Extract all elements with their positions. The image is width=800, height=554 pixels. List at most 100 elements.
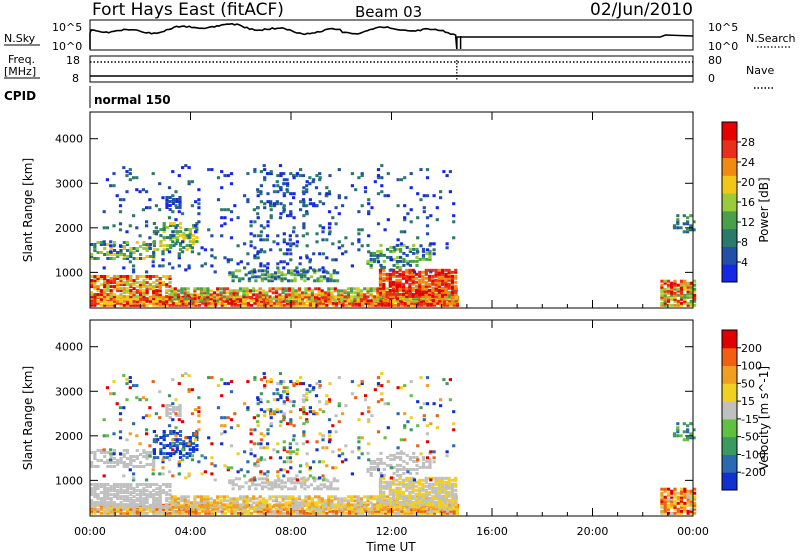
velocity-cell [269,509,273,513]
power-cell [259,230,263,234]
power-cell [90,283,94,287]
power-cell [292,216,296,220]
power-cell [106,257,110,260]
power-cell [323,295,328,299]
power-cell [686,220,690,224]
power-cell [452,301,456,305]
velocity-cell [139,505,143,509]
velocity-cell [169,446,173,450]
power-cell [315,174,319,178]
velocity-cell [374,511,378,515]
velocity-cell [109,455,113,458]
power-cell [406,303,410,307]
velocity-cell [222,499,226,503]
velocity-cell [388,490,392,494]
power-cell [265,270,270,274]
velocity-cell [246,406,250,410]
power-cell [248,289,252,293]
power-cell [421,284,425,288]
velocity-cell [679,501,684,505]
velocity-cell [286,390,290,394]
power-cell [432,194,436,198]
power-cell [429,299,433,303]
velocity-cell [264,477,268,481]
power-cell [376,222,381,226]
velocity-cell [112,380,116,384]
velocity-cell [397,509,401,513]
velocity-cell [268,505,272,509]
power-cell [454,280,458,284]
velocity-cell [155,497,159,501]
velocity-cell [186,507,190,511]
power-cell [128,260,132,264]
power-cell [429,301,433,305]
velocity-cell [122,485,126,488]
velocity-cell [454,484,458,488]
power-cell [182,238,186,242]
velocity-cell [171,418,175,422]
power-cell [195,226,199,229]
power-cell [366,291,370,295]
velocity-cell [421,498,425,502]
velocity-cell [389,453,393,457]
power-cell [236,244,240,248]
velocity-cell [245,501,249,505]
power-cell [370,301,375,305]
velocity-cell [312,460,316,464]
velocity-cell [451,507,455,511]
velocity-cell [363,501,367,505]
velocity-cell [351,511,355,515]
power-cell [686,295,690,299]
velocity-cell [175,406,179,409]
power-cell [299,301,303,305]
power-cell [152,242,156,246]
velocity-cell [297,501,301,505]
power-cell [305,212,309,216]
power-cell [162,236,166,240]
power-cell [419,297,424,301]
power-cell [99,289,103,293]
x-tick-label: 20:00 [577,525,609,538]
velocity-cell [350,392,354,396]
power-cell [264,273,268,277]
velocity-cell [90,461,94,464]
velocity-cell [229,497,233,501]
velocity-cell [165,507,169,511]
power-cell [282,178,286,182]
power-cell [161,258,165,262]
power-cell [403,216,407,220]
velocity-cell [128,468,132,472]
velocity-cell [411,484,415,488]
velocity-cell [400,509,404,513]
velocity-cell [197,503,201,507]
power-cell [663,287,667,291]
power-cell [105,226,109,230]
velocity-cell [350,497,354,501]
power-cell [236,216,240,220]
velocity-cell [363,398,368,402]
velocity-cell [132,511,136,515]
power-cell [187,182,191,186]
power-cell [454,268,458,272]
power-cell [411,278,415,282]
power-cell [132,281,136,285]
velocity-cell [676,430,680,434]
power-cell [103,275,107,278]
velocity-cell [190,388,194,392]
velocity-cell [414,496,419,500]
power-cell [286,262,290,266]
velocity-cell [248,499,252,503]
power-cell [313,271,317,275]
power-cell [444,290,448,294]
power-cell [692,220,696,224]
velocity-cell [234,483,238,487]
velocity-cell [106,511,110,515]
velocity-cell [118,430,123,434]
power-cell [292,174,296,178]
velocity-cell [330,505,334,509]
velocity-cell [302,509,306,513]
power-cell [253,254,257,258]
power-cell [156,248,160,252]
power-cell [245,297,249,301]
power-cell [122,166,126,170]
